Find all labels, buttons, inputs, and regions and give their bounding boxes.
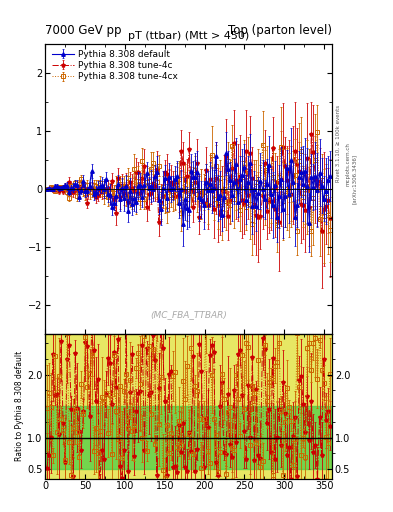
Text: [arXiv:1306.3436]: [arXiv:1306.3436] (352, 154, 357, 204)
Text: Top (parton level): Top (parton level) (228, 24, 332, 37)
Title: pT (ttbar) (Mtt > 450): pT (ttbar) (Mtt > 450) (128, 31, 249, 41)
Y-axis label: Ratio to Pythia 8.308 default: Ratio to Pythia 8.308 default (15, 351, 24, 461)
Legend: Pythia 8.308 default, Pythia 8.308 tune-4c, Pythia 8.308 tune-4cx: Pythia 8.308 default, Pythia 8.308 tune-… (50, 48, 179, 83)
Bar (45, 334, 332, 479)
Text: Rivet 3.1.10, ≥ 100k events: Rivet 3.1.10, ≥ 100k events (336, 105, 341, 182)
Text: (MC_FBA_TTBAR): (MC_FBA_TTBAR) (150, 310, 227, 319)
Bar (45, 406, 332, 470)
Text: 7000 GeV pp: 7000 GeV pp (45, 24, 122, 37)
Text: mcplots.cern.ch: mcplots.cern.ch (345, 142, 350, 186)
